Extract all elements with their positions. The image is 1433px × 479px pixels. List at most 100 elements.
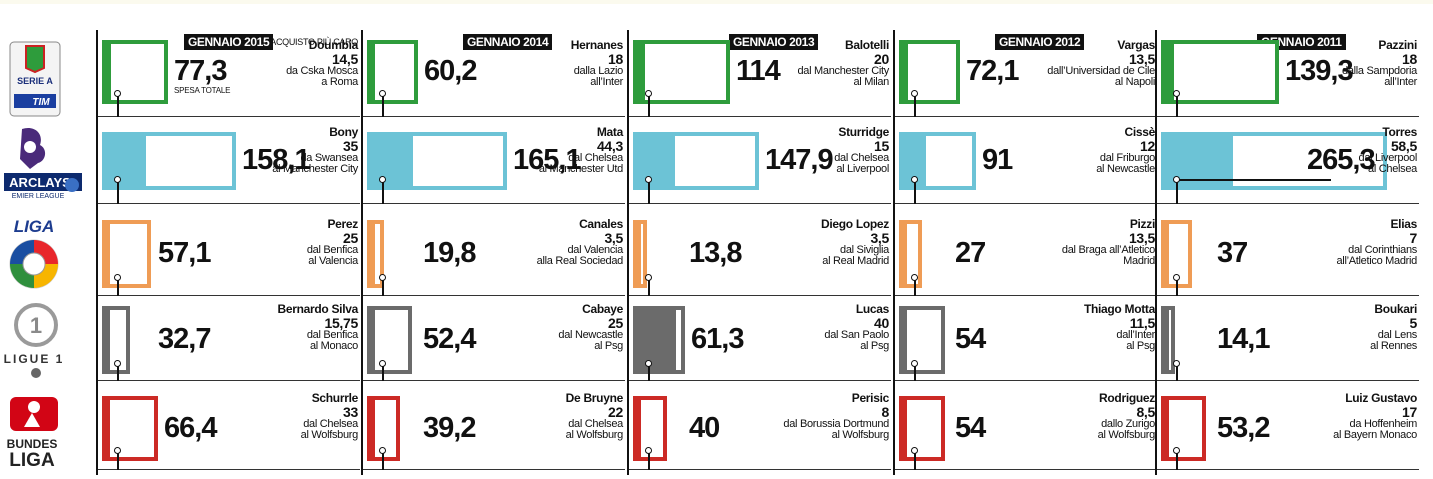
bar-marker-stem <box>648 453 650 470</box>
player-name: Hernanes <box>570 38 624 52</box>
value-bar <box>633 132 759 190</box>
transfer-to: al Wolfsburg <box>565 429 624 441</box>
cell-baseline <box>1157 295 1419 296</box>
transfer-to: all’Atletico Madrid <box>1336 255 1417 267</box>
cell-baseline <box>1157 380 1419 381</box>
player-name: Perisic <box>851 391 890 405</box>
value-label: 19,8 <box>423 237 476 269</box>
bar-marker-stem <box>1176 366 1178 381</box>
transfer-to: al Bayern Monaco <box>1333 429 1417 441</box>
bar-marker-stem <box>648 182 650 204</box>
data-cell: 139,3 Pazzini 18 dalla Sampdoria all’Inter <box>1157 30 1419 117</box>
player-name: Bony <box>329 125 358 139</box>
value-bar-fill <box>1165 44 1174 100</box>
player-name: Rodriguez <box>1099 391 1155 405</box>
bar-marker-stem <box>914 453 916 470</box>
svg-text:LIGA: LIGA <box>9 450 55 471</box>
value-bar-fill <box>637 44 645 100</box>
player-name: Thiago Motta <box>1083 302 1155 316</box>
cell-baseline <box>98 116 360 117</box>
svg-text:SERIE A: SERIE A <box>17 76 53 86</box>
transfer-from: dal Braga all’Atletico <box>1061 243 1155 256</box>
player-name: Pizzi <box>1129 217 1155 231</box>
value-bar-fill <box>903 400 907 457</box>
transfer-from: dal Borussia Dortmund <box>783 417 889 430</box>
top-band <box>0 0 1433 4</box>
value-bar <box>899 306 945 374</box>
player-info: Rodriguez 8,5 dallo Zurigo al Wolfsburg <box>1097 391 1156 442</box>
cell-baseline <box>363 295 625 296</box>
value-label: 66,4 <box>164 411 217 444</box>
value-label: 165,1 <box>513 144 582 176</box>
value-bar <box>102 132 236 190</box>
transfer-fee: 13,5 <box>1128 50 1155 67</box>
cell-baseline <box>98 295 360 296</box>
data-cell: 52,4 Cabaye 25 dal Newcastle al Psg <box>363 294 625 381</box>
svg-text:TIM: TIM <box>32 97 50 108</box>
transfer-fee: 7 <box>1409 229 1418 246</box>
transfer-fee: 35 <box>343 137 358 154</box>
value-label: 57,1 <box>158 237 211 269</box>
serie-a-logo: SERIE A TIM <box>9 41 61 117</box>
transfer-from: da Cska Mosca <box>286 64 358 77</box>
bar-marker-stem <box>382 366 384 381</box>
player-info: Perisic 8 dal Borussia Dortmund al Wolfsbur… <box>783 391 890 442</box>
bar-marker-stem <box>914 96 916 117</box>
cell-baseline <box>629 469 891 470</box>
year-column: GENNAIO 2015 ACQUISTO PIÙ CARO 77,3 SPESA T… <box>96 30 360 475</box>
data-cell: 72,1 Vargas 13,5 dall’Universidad de Cile al… <box>895 30 1157 117</box>
svg-text:EMIER LEAGUE: EMIER LEAGUE <box>12 193 65 200</box>
value-bar <box>367 306 412 374</box>
value-label: 53,2 <box>1217 411 1270 444</box>
transfer-from: dall’Inter <box>1116 328 1155 341</box>
data-cell: 37 Elias 7 dal Corinthians all’Atletico Madr… <box>1157 209 1419 296</box>
bar-marker-stem <box>648 280 650 296</box>
bar-marker-stem <box>1176 280 1178 296</box>
transfer-to: al Newcastle <box>1096 163 1155 175</box>
value-bar-fill <box>903 136 926 186</box>
transfer-fee: 40 <box>874 314 889 331</box>
value-bar <box>102 220 151 288</box>
bar-marker-stem <box>914 182 916 204</box>
value-bar-fill <box>903 310 907 370</box>
data-cell: 57,1 Perez 25 dal Benfica al Valencia <box>98 209 360 296</box>
player-name: Cissè <box>1124 125 1155 139</box>
cell-baseline <box>363 469 625 470</box>
transfer-from: dal Chelsea <box>303 417 358 430</box>
value-label: 14,1 <box>1217 323 1270 355</box>
value-label: 77,3 <box>174 55 227 87</box>
transfer-to: al Wolfsburg <box>1097 429 1156 441</box>
transfer-fee: 25 <box>343 229 358 246</box>
value-bar-fill <box>903 224 907 284</box>
player-name: Pazzini <box>1378 38 1417 52</box>
value-label: 13,8 <box>689 237 742 269</box>
value-bar-fill <box>371 310 375 370</box>
value-bar <box>1161 306 1175 374</box>
transfer-fee: 25 <box>608 314 623 331</box>
player-name: Lucas <box>855 302 889 316</box>
data-cell: 27 Pizzi 13,5 dal Braga all’Atletico Madrid <box>895 209 1157 296</box>
player-name: Balotelli <box>845 38 889 52</box>
value-bar <box>899 132 976 190</box>
value-bar-fill <box>1165 310 1169 370</box>
value-label: 39,2 <box>423 411 476 444</box>
player-info: Bernardo Silva 15,75 dal Benfica al Monaco <box>278 303 359 353</box>
player-name: Torres <box>1382 125 1417 139</box>
data-cell: 91 Cissè 12 dal Friburgo al Newcastle <box>895 117 1157 204</box>
transfer-fee: 11,5 <box>1129 314 1156 331</box>
ligue-1-logo: 1 LIGUE 1 <box>4 303 62 378</box>
player-name: Mata <box>596 125 623 139</box>
transfer-fee: 5 <box>1409 314 1418 331</box>
player-info: Torres 58,5 dal Liverpool al Chelsea <box>1359 125 1418 176</box>
player-info: Luiz Gustavo 17 da Hoffenheim al Bayern Mon… <box>1333 392 1417 442</box>
transfer-fee: 33 <box>343 403 358 420</box>
player-info: Cabaye 25 dal Newcastle al Psg <box>558 303 623 353</box>
transfer-fee: 3,5 <box>604 229 623 246</box>
transfer-to: al Milan <box>853 76 889 88</box>
player-name: Doumbia <box>308 38 359 52</box>
transfer-fee: 13,5 <box>1128 229 1155 246</box>
transfer-from: dal Friburgo <box>1099 151 1155 164</box>
cell-baseline <box>895 469 1157 470</box>
value-label: 72,1 <box>966 55 1019 87</box>
player-info: Lucas 40 dal San Paolo al Psg <box>824 302 889 353</box>
